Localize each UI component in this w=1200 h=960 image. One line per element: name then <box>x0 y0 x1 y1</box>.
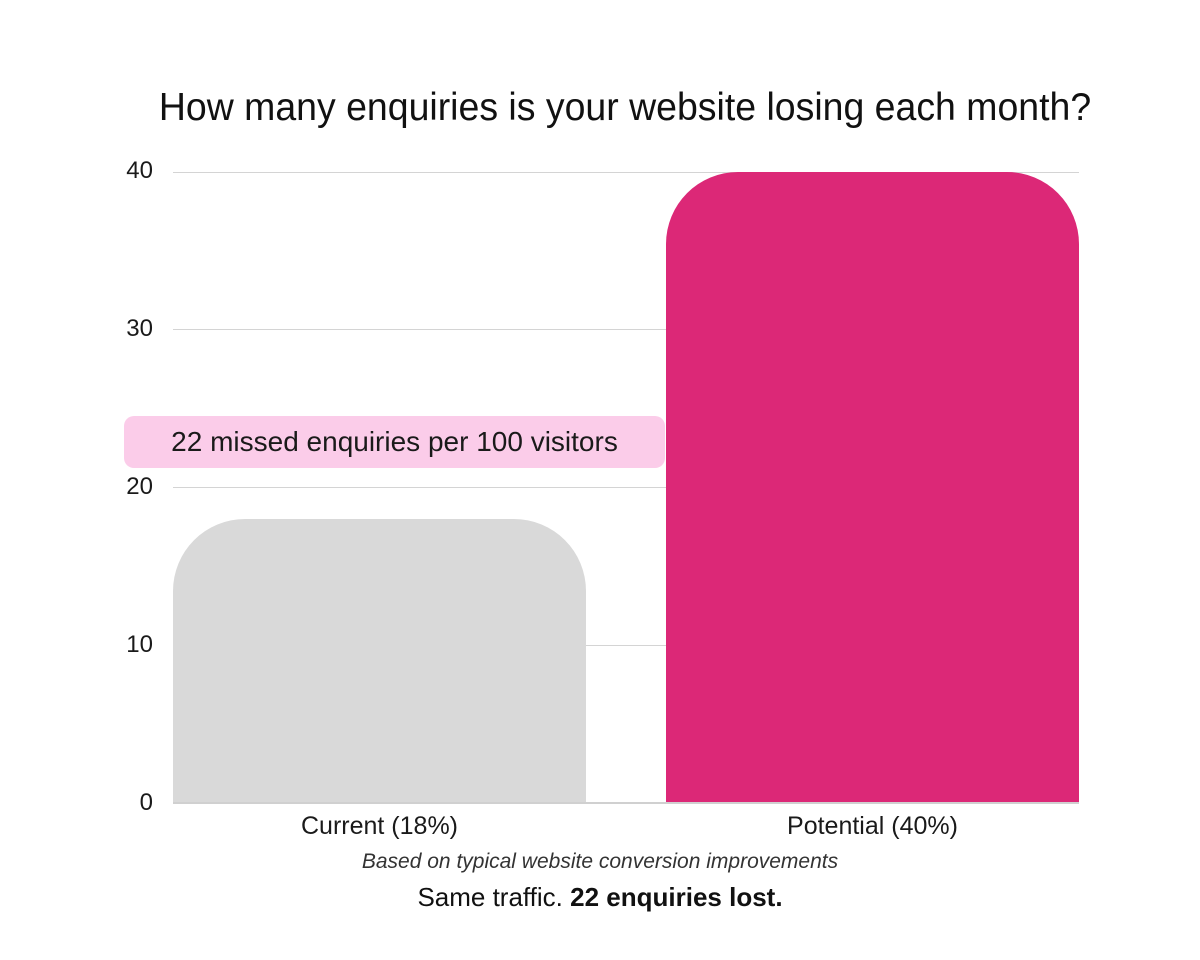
gridline-40 <box>173 172 1079 173</box>
gridline-20 <box>173 487 1079 488</box>
x-axis-line <box>173 802 1079 804</box>
bar-current <box>173 519 586 803</box>
x-label-current: Current (18%) <box>301 812 458 840</box>
y-tick-10: 10 <box>126 631 153 658</box>
y-tick-30: 30 <box>126 315 153 342</box>
footer-bold: 22 enquiries lost. <box>570 882 783 912</box>
footer-plain: Same traffic. <box>417 882 563 912</box>
caption-note: Based on typical website conversion impr… <box>361 850 839 873</box>
x-label-potential: Potential (40%) <box>787 812 958 840</box>
gridline-30 <box>173 329 1079 330</box>
y-tick-20: 20 <box>126 473 153 500</box>
footer-summary: Same traffic. 22 enquiries lost. <box>0 882 1200 913</box>
gridline-10 <box>173 645 1079 646</box>
y-tick-0: 0 <box>139 789 153 816</box>
bar-potential <box>666 172 1079 803</box>
chart-title: How many enquiries is your website losin… <box>158 86 1092 129</box>
y-tick-40: 40 <box>126 157 153 184</box>
missed-enquiries-annotation: 22 missed enquiries per 100 visitors <box>124 416 665 468</box>
